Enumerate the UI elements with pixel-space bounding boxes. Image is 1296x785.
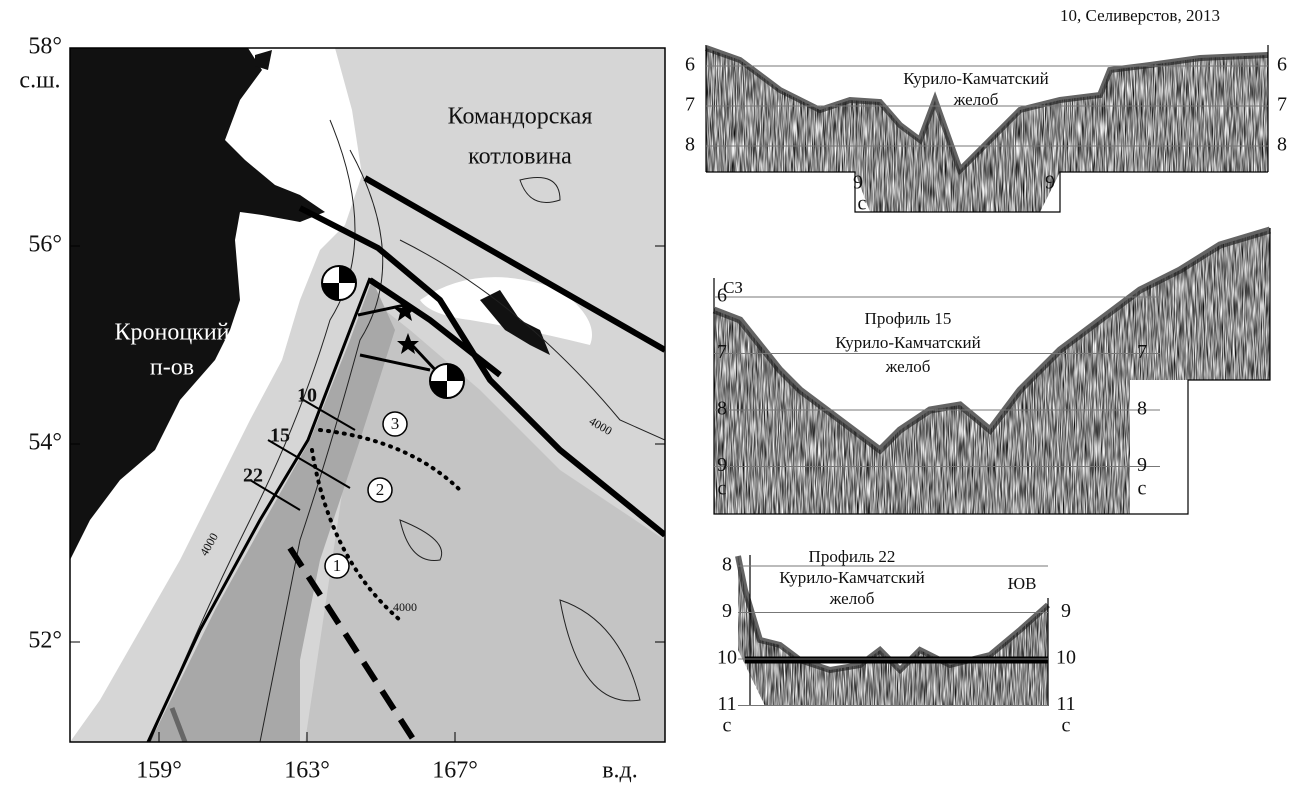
trench-label: Курило-Камчатский	[903, 69, 1049, 88]
unit-label: с	[718, 478, 727, 500]
peninsula-label: п-ов	[150, 355, 194, 381]
depth-tick-label: 6	[1277, 54, 1287, 76]
depth-tick-label: 8	[717, 398, 727, 420]
unit-label: с	[1062, 715, 1071, 737]
unit-label: с	[1138, 478, 1147, 500]
seismic-record	[714, 230, 1270, 514]
depth-tick-label: 7	[685, 94, 695, 116]
depth-tick-label: 7	[1137, 341, 1147, 363]
profile-title: Профиль 22	[809, 547, 896, 566]
profile-15	[714, 228, 1270, 514]
depth-tick-label: 7	[717, 341, 727, 363]
depth-tick-label: 11	[1056, 693, 1075, 715]
zone-number: 1	[333, 556, 342, 575]
lat-unit: с.ш.	[19, 68, 60, 94]
depth-tick-label: 9	[717, 454, 727, 476]
trench-label: Курило-Камчатский	[835, 333, 981, 352]
depth-tick-label: 10	[1056, 647, 1076, 669]
lon-unit: в.д.	[602, 758, 638, 784]
zone-number: 3	[391, 414, 400, 433]
trench-label: желоб	[885, 357, 931, 376]
contour-label: 4000	[393, 600, 417, 614]
lat-tick-label: 54°	[28, 430, 62, 456]
trench-label: желоб	[829, 589, 875, 608]
depth-tick-label: 9	[853, 172, 863, 194]
profile-title: Профиль 15	[865, 309, 952, 328]
depth-tick-label: 9	[1045, 172, 1055, 194]
profile-title: 10, Селиверстов, 2013	[1060, 6, 1220, 25]
depth-tick-label: 8	[722, 554, 732, 576]
profile-number: 15	[270, 425, 290, 447]
depth-tick-label: 9	[1061, 600, 1071, 622]
peninsula-label: Кроноцкий	[114, 320, 229, 346]
depth-tick-label: 9	[722, 600, 732, 622]
direction: ЮВ	[1008, 574, 1037, 593]
depth-tick-label: 6	[685, 54, 695, 76]
unit-label: с	[723, 715, 732, 737]
depth-tick-label: 11	[717, 693, 736, 715]
basin-label: котловина	[468, 144, 572, 170]
depth-tick-label: 10	[717, 647, 737, 669]
lat-tick-label: 58°	[28, 34, 62, 60]
lon-tick-label: 159°	[136, 758, 182, 784]
lat-tick-label: 52°	[28, 628, 62, 654]
basin-label: Командорская	[448, 104, 593, 130]
lat-tick-label: 56°	[28, 232, 62, 258]
map	[70, 48, 665, 742]
zone-number: 2	[376, 480, 385, 499]
lon-tick-label: 163°	[284, 758, 330, 784]
depth-tick-label: 6	[717, 285, 727, 307]
depth-tick-label: 7	[1277, 94, 1287, 116]
depth-tick-label: 8	[1137, 398, 1147, 420]
trench-label: Курило-Камчатский	[779, 568, 925, 587]
depth-tick-label: 8	[685, 134, 695, 156]
unit-label: с	[858, 193, 867, 215]
depth-tick-label: 9	[1137, 454, 1147, 476]
profile-number: 22	[243, 465, 263, 487]
profile-number: 10	[297, 385, 317, 407]
figure: Командорская котловина Кроноцкий п-ов 10…	[0, 0, 1296, 785]
depth-tick-label: 8	[1277, 134, 1287, 156]
lon-tick-label: 167°	[432, 758, 478, 784]
